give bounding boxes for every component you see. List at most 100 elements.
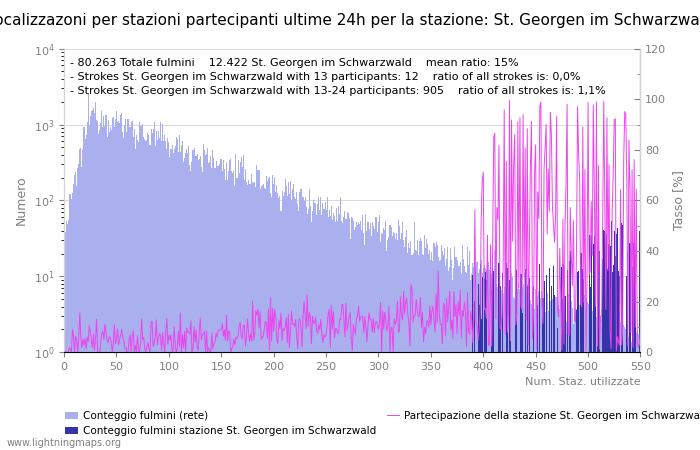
Bar (471, 274, 472, 450)
Bar (584, 294, 585, 450)
Bar (274, 177, 275, 450)
Bar (477, 284, 479, 450)
Bar (555, 297, 556, 450)
Bar (580, 253, 581, 450)
Bar (618, 271, 619, 450)
Bar (174, 146, 176, 450)
Bar (214, 167, 216, 450)
Bar (593, 244, 594, 450)
Bar (195, 156, 197, 450)
Bar (559, 309, 560, 450)
Bar (360, 221, 361, 450)
Bar (537, 296, 538, 450)
Bar (634, 338, 635, 450)
Bar (635, 333, 636, 450)
Bar (615, 256, 616, 450)
Bar (293, 184, 294, 450)
Bar (439, 261, 440, 450)
Bar (364, 245, 365, 450)
Bar (108, 131, 110, 450)
Bar (615, 340, 616, 450)
Bar (633, 243, 634, 450)
Bar (150, 129, 152, 450)
Bar (549, 268, 550, 450)
Bar (279, 196, 281, 450)
Bar (486, 280, 487, 450)
Bar (330, 216, 331, 450)
Bar (190, 171, 191, 450)
Bar (583, 279, 584, 450)
Bar (519, 289, 521, 450)
Bar (581, 253, 582, 450)
Bar (266, 176, 267, 450)
Bar (325, 202, 326, 450)
Bar (425, 248, 426, 450)
Bar (500, 290, 502, 450)
Bar (384, 230, 385, 450)
Bar (498, 263, 500, 450)
Bar (454, 247, 456, 450)
Bar (256, 165, 258, 450)
Bar (530, 300, 531, 450)
Bar (334, 216, 335, 450)
Bar (431, 252, 433, 450)
Line: Partecipazione della stazione St. Georgen im Schwarzwald %: Partecipazione della stazione St. George… (65, 100, 641, 352)
Bar (574, 317, 575, 450)
Bar (502, 276, 503, 450)
Bar (579, 305, 580, 450)
Bar (118, 121, 119, 450)
Bar (539, 264, 540, 450)
Partecipazione della stazione St. Georgen im Schwarzwald % (569, 218, 577, 224)
Bar (484, 279, 485, 450)
Bar (111, 130, 112, 450)
Bar (447, 247, 448, 450)
Bar (481, 319, 482, 450)
Bar (338, 206, 339, 450)
Bar (91, 111, 92, 450)
Bar (604, 230, 606, 450)
Bar (403, 240, 404, 450)
Bar (622, 334, 623, 450)
Bar (362, 215, 363, 450)
Bar (487, 274, 488, 450)
Bar (562, 301, 564, 450)
Bar (142, 124, 144, 450)
Bar (604, 320, 606, 450)
Bar (73, 184, 74, 450)
Bar (202, 172, 203, 450)
Bar (503, 293, 504, 450)
Bar (525, 272, 526, 450)
Bar (368, 229, 370, 450)
Bar (203, 144, 204, 450)
Bar (507, 282, 508, 450)
Bar (521, 274, 522, 450)
Bar (438, 257, 439, 450)
Bar (270, 194, 271, 450)
Bar (302, 198, 304, 450)
Bar (389, 225, 391, 450)
Bar (100, 122, 102, 450)
Bar (593, 315, 594, 450)
Bar (321, 215, 323, 450)
Bar (97, 121, 98, 450)
Bar (515, 283, 517, 450)
Y-axis label: Tasso [%]: Tasso [%] (672, 171, 685, 230)
Bar (577, 272, 578, 450)
Bar (233, 171, 235, 450)
Bar (426, 239, 427, 450)
Bar (400, 239, 401, 450)
Bar (561, 308, 562, 450)
Bar (626, 276, 627, 450)
Bar (268, 178, 269, 450)
Bar (612, 324, 614, 450)
Bar (510, 273, 511, 450)
Bar (135, 148, 136, 450)
Bar (568, 303, 570, 450)
Bar (79, 149, 81, 450)
Bar (366, 231, 368, 450)
Bar (465, 272, 466, 450)
Bar (484, 265, 485, 450)
Bar (639, 231, 640, 450)
Bar (76, 186, 77, 450)
Bar (466, 273, 467, 450)
